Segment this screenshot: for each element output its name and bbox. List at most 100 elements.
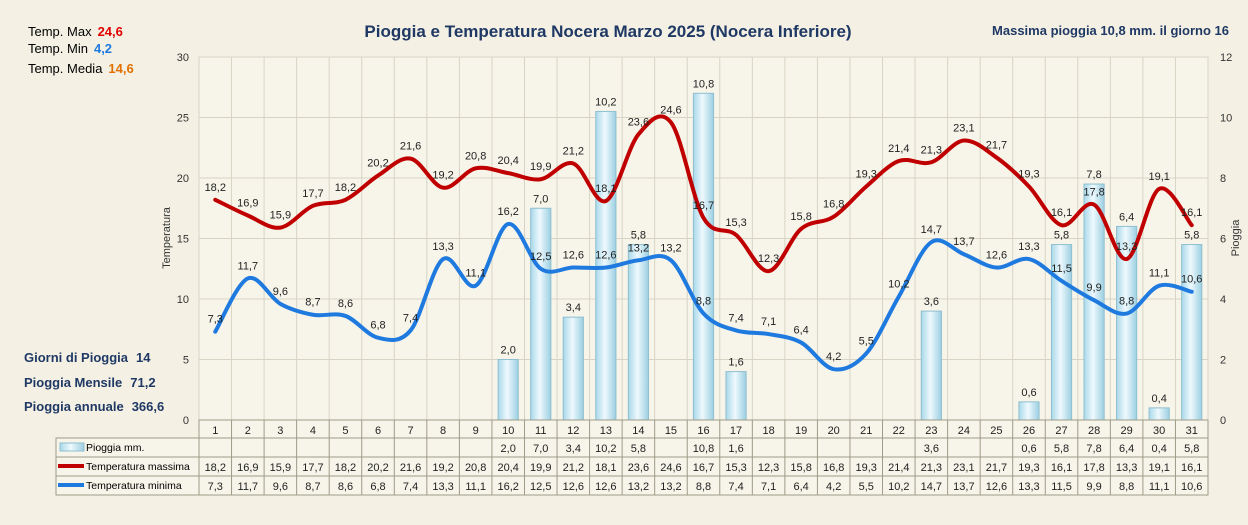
tmin-data-label: 6,8 bbox=[370, 320, 385, 332]
rain-bar-label: 0,6 bbox=[1021, 387, 1036, 399]
y-right-tick: 10 bbox=[1220, 113, 1232, 125]
tmax-data-label: 24,6 bbox=[660, 104, 681, 116]
x-tick-label: 12 bbox=[567, 425, 579, 437]
tmax-data-label: 19,9 bbox=[530, 161, 551, 173]
x-tick-label: 30 bbox=[1153, 425, 1165, 437]
tmax-data-label: 16,8 bbox=[823, 199, 844, 211]
tmax-point bbox=[474, 167, 477, 170]
table-cell-tmin: 13,2 bbox=[660, 481, 681, 493]
tmin-point bbox=[572, 266, 575, 269]
tmax-point bbox=[311, 204, 314, 207]
tmax-data-label: 21,7 bbox=[986, 139, 1007, 151]
monthly-rain-value: 71,2 bbox=[130, 375, 156, 390]
table-cell-tmax: 15,3 bbox=[725, 462, 746, 474]
table-cell-tmin: 13,3 bbox=[1018, 481, 1039, 493]
tmax-point bbox=[995, 156, 998, 159]
y-left-tick: 0 bbox=[183, 415, 189, 427]
tmax-point bbox=[409, 157, 412, 160]
tmin-line bbox=[213, 221, 1194, 372]
rain-bar bbox=[1148, 407, 1170, 421]
legend-label-tmax: Temperatura massima bbox=[86, 461, 190, 473]
tmin-point bbox=[930, 241, 933, 244]
x-tick-label: 11 bbox=[535, 425, 546, 437]
table-cell-tmin: 5,5 bbox=[859, 481, 874, 493]
temp-max-label: Temp. Max bbox=[28, 24, 92, 39]
table-cell-tmax: 20,2 bbox=[367, 462, 388, 474]
temp-media-value: 14,6 bbox=[108, 61, 134, 76]
tmax-data-label: 20,2 bbox=[367, 158, 388, 170]
tmin-data-label: 12,6 bbox=[595, 250, 616, 262]
table-cell-tmin: 8,6 bbox=[338, 481, 353, 493]
tmax-point bbox=[865, 185, 868, 188]
legend-label-rain: Pioggia mm. bbox=[86, 442, 144, 454]
tmax-point bbox=[930, 161, 933, 164]
x-tick-label: 7 bbox=[408, 425, 414, 437]
x-tick-label: 15 bbox=[665, 425, 677, 437]
tmax-point bbox=[344, 198, 347, 201]
table-cell-rain: 10,2 bbox=[595, 443, 616, 455]
table-cell-tmin: 6,8 bbox=[370, 481, 385, 493]
tmin-point bbox=[279, 302, 282, 305]
tmin-data-label: 9,6 bbox=[273, 286, 288, 298]
rain-bar-label: 5,8 bbox=[1054, 230, 1069, 242]
x-tick-label: 23 bbox=[925, 425, 937, 437]
table-cell-tmax: 17,8 bbox=[1083, 462, 1104, 474]
temp-max-stat: Temp. Max 24,6 bbox=[28, 24, 123, 39]
table-cell-tmin: 6,4 bbox=[793, 481, 808, 493]
rain-bar bbox=[725, 371, 747, 421]
table-cell-tmin: 10,6 bbox=[1181, 481, 1202, 493]
x-tick-label: 18 bbox=[762, 425, 774, 437]
tmax-point bbox=[377, 174, 380, 177]
x-tick-label: 17 bbox=[730, 425, 742, 437]
tmax-point bbox=[767, 270, 770, 273]
tmin-point bbox=[897, 295, 900, 298]
table-cell-tmin: 11,5 bbox=[1051, 481, 1072, 493]
tmin-point bbox=[246, 277, 249, 280]
rain-bar bbox=[692, 92, 715, 421]
tmax-point bbox=[637, 133, 640, 136]
tmin-data-label: 8,6 bbox=[338, 298, 353, 310]
table-cell-tmax: 16,8 bbox=[823, 462, 844, 474]
tmin-point bbox=[1190, 290, 1193, 293]
table-cell-tmax: 16,1 bbox=[1051, 462, 1072, 474]
table-cell-tmin: 4,2 bbox=[826, 481, 841, 493]
temp-media-stat: Temp. Media 14,6 bbox=[28, 61, 134, 76]
tmin-point bbox=[637, 259, 640, 262]
tmax-point bbox=[735, 233, 738, 236]
tmax-data-label: 12,3 bbox=[758, 253, 779, 265]
table-cell-tmax: 23,1 bbox=[953, 462, 974, 474]
table-cell-tmax: 21,6 bbox=[400, 462, 421, 474]
tmax-line bbox=[213, 114, 1194, 274]
tmax-point bbox=[832, 215, 835, 218]
tmax-point bbox=[246, 214, 249, 217]
tmax-data-label: 13,3 bbox=[1116, 241, 1137, 253]
y-right-tick: 4 bbox=[1220, 294, 1226, 306]
tmin-point bbox=[409, 329, 412, 332]
x-tick-label: 10 bbox=[502, 425, 514, 437]
tmax-data-label: 20,8 bbox=[465, 150, 486, 162]
tmin-point bbox=[767, 333, 770, 336]
table-cell-tmax: 18,2 bbox=[335, 462, 356, 474]
tmin-point bbox=[1060, 279, 1063, 282]
annual-rain-value: 366,6 bbox=[131, 399, 165, 414]
rain-bar bbox=[530, 207, 552, 421]
table-cell-tmax: 20,8 bbox=[465, 462, 486, 474]
tmin-data-label: 11,1 bbox=[1149, 268, 1170, 280]
table-cell-rain: 1,6 bbox=[728, 443, 743, 455]
table-cell-tmin: 11,1 bbox=[1149, 481, 1170, 493]
x-tick-label: 27 bbox=[1055, 425, 1067, 437]
rain-bar-label: 3,4 bbox=[566, 302, 581, 314]
tmax-data-label: 19,3 bbox=[1018, 168, 1039, 180]
y-right-tick: 6 bbox=[1220, 234, 1226, 246]
table-cell-tmin: 7,4 bbox=[728, 481, 743, 493]
table-cell-tmin: 13,3 bbox=[432, 481, 453, 493]
tmin-data-label: 13,7 bbox=[953, 236, 974, 248]
tmax-data-label: 23,6 bbox=[628, 116, 649, 128]
x-tick-label: 22 bbox=[893, 425, 905, 437]
tmax-data-label: 20,4 bbox=[497, 155, 518, 167]
y-left-tick: 5 bbox=[183, 355, 189, 367]
table-cell-rain: 3,6 bbox=[924, 443, 939, 455]
table-cell-rain: 3,4 bbox=[566, 443, 581, 455]
tmax-data-label: 21,6 bbox=[400, 141, 421, 153]
